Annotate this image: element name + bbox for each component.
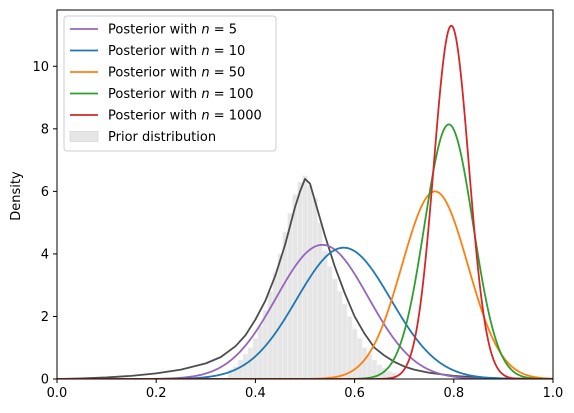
prior-histogram-bar [302, 175, 308, 379]
x-tick-label: 0.8 [443, 386, 464, 401]
prior-histogram-bar [322, 250, 328, 379]
legend-label-6: Prior distribution [108, 130, 216, 145]
prior-histogram-bar [297, 181, 303, 379]
series-line-5 [57, 24, 553, 379]
prior-histogram-bar [277, 253, 283, 379]
x-tick-label: 0.0 [47, 386, 68, 401]
y-tick-label: 2 [41, 310, 49, 325]
prior-histogram-bar [282, 231, 288, 379]
y-tick-label: 6 [41, 185, 49, 200]
prior-histogram-bar [242, 353, 249, 379]
prior-histogram-bar [237, 359, 244, 379]
legend: Posterior with n = 5 Posterior with n = 1… [63, 15, 277, 152]
x-tick-label: 0.2 [146, 386, 167, 401]
series-line-4 [57, 123, 553, 379]
prior-histogram-bar [341, 303, 348, 379]
legend-swatch-prior [69, 131, 99, 142]
y-tick-label: 10 [32, 60, 49, 75]
y-axis-label: Density [9, 171, 24, 221]
prior-histogram-bar [331, 278, 338, 379]
x-tick-label: 1.0 [543, 386, 564, 401]
prior-histogram-bar [307, 184, 313, 379]
prior-histogram-bar [272, 272, 279, 379]
y-tick-label: 8 [41, 122, 49, 137]
x-tick-label: 0.6 [344, 386, 365, 401]
legend-label-2: Posterior with n = 10 [108, 44, 245, 59]
legend-box [63, 15, 277, 152]
prior-histogram-bar [287, 212, 293, 379]
prior-density-line [57, 177, 553, 379]
y-tick-label: 4 [41, 247, 49, 262]
prior-histogram-bar [327, 266, 333, 379]
prior-histogram-bar [292, 194, 298, 379]
prior-histogram-bar [312, 197, 318, 379]
legend-label-4: Posterior with n = 100 [108, 87, 254, 102]
axes-frame [56, 9, 554, 380]
prior-histogram-bar [247, 347, 254, 379]
legend-label-3: Posterior with n = 50 [108, 66, 245, 81]
axes: 0.0 0.2 0.4 0.6 0.8 1.0 0 2 4 6 8 10 [32, 9, 564, 401]
legend-label-5: Posterior with n = 1000 [108, 109, 262, 124]
prior-histogram-bar [361, 347, 368, 379]
prior-histogram-bar [336, 291, 343, 379]
prior-histogram-bar [376, 364, 383, 379]
y-tick-label: 0 [41, 373, 49, 388]
legend-label-1: Posterior with n = 5 [108, 23, 237, 38]
prior-histogram-bar [366, 353, 373, 379]
prior-histogram-bar [356, 338, 363, 379]
prior-histogram-bar [346, 316, 353, 379]
x-tick-label: 0.4 [245, 386, 266, 401]
